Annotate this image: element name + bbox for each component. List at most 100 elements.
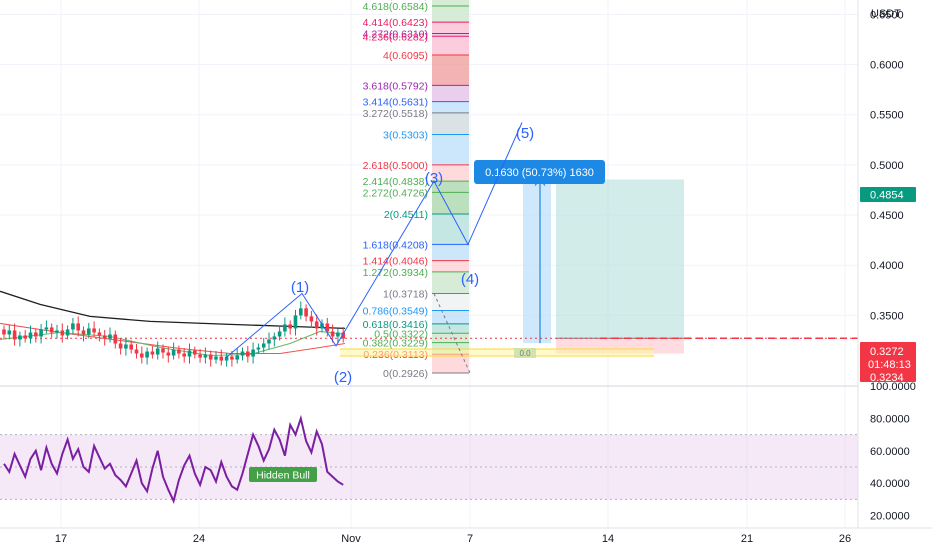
candle-body [49, 327, 54, 333]
candle-body [219, 356, 224, 361]
candle-body [246, 351, 250, 357]
fib-zone [432, 271, 469, 294]
fib-zone [432, 260, 469, 272]
fib-zone [432, 213, 469, 245]
candle-body [81, 330, 86, 335]
fib-zone [432, 112, 469, 135]
fib-zone [432, 244, 469, 261]
rsi-tick-label: 40.0000 [870, 478, 910, 490]
time-tick-label: 14 [602, 533, 614, 545]
rsi-line [3, 414, 344, 504]
fib-level-label: 0.618(0.3416) [363, 319, 428, 331]
price-tick-label: 0.6500 [870, 9, 904, 21]
price-tick-label: 0.5000 [870, 160, 904, 172]
lower-price-label: 0.3234 [870, 372, 904, 384]
elliott-wave-path [225, 122, 523, 358]
candle-body [55, 330, 59, 333]
time-tick-label: 21 [741, 533, 753, 545]
candle-body [198, 354, 202, 358]
current-price-label: 0.3272 [870, 346, 904, 358]
candle-body [267, 339, 271, 344]
candle-body [261, 343, 266, 348]
rsi-tick-label: 20.0000 [870, 511, 910, 523]
highlight-zone [340, 349, 654, 356]
fib-level-label: 3.272(0.5518) [363, 108, 428, 120]
fib-level-label: 1(0.3718) [383, 289, 428, 301]
fib-zone [432, 354, 469, 373]
fib-zone [432, 164, 469, 182]
candle-body [193, 350, 197, 355]
candle-body [230, 356, 234, 360]
small-box [514, 348, 536, 358]
fib-zone [432, 0, 469, 6]
fib-level-label: 2(0.4511) [384, 209, 428, 221]
hidden-bull-label: Hidden Bull [256, 470, 310, 482]
candle-body [314, 321, 319, 329]
rsi-tick-label: 80.0000 [870, 413, 910, 425]
fib-level-label: 3.618(0.5792) [363, 80, 428, 92]
fib-level-label: 1.272(0.3934) [363, 267, 428, 279]
candle-body [145, 351, 149, 358]
candle-body [283, 324, 287, 332]
target-zone [556, 179, 684, 339]
hidden-bull-badge [249, 467, 317, 482]
fib-level-label: 2.272(0.4726) [363, 187, 428, 199]
candle-body [129, 344, 133, 350]
fib-zone [432, 5, 469, 23]
wave-label-5: (5) [516, 125, 534, 142]
fib-trend-line [433, 293, 471, 374]
candle-body [134, 349, 139, 354]
candle-body [7, 330, 12, 335]
wave-label-3: (3) [425, 170, 443, 187]
fib-level-label: 4(0.6095) [383, 50, 428, 62]
candle-body [102, 335, 107, 339]
countdown-label: 01:48:13 [868, 359, 911, 371]
wave-label-4: (4) [461, 271, 479, 288]
fib-zone [432, 192, 469, 214]
fib-level-label: 2.618(0.5000) [363, 160, 428, 172]
fib-level-label: 4.272(0.6310) [363, 28, 428, 40]
fib-zone [432, 101, 469, 113]
candle-body [124, 344, 128, 349]
axis-currency: USDT [871, 8, 901, 20]
candle-body [2, 329, 6, 335]
candle-body [150, 351, 155, 355]
target-price-badge [860, 187, 916, 202]
candle-body [309, 316, 314, 322]
wave-label-2: (2) [334, 369, 352, 386]
candle-body [277, 331, 282, 337]
measure-box [523, 179, 551, 344]
candle-body [240, 351, 245, 356]
fib-level-label: 3(0.5303) [383, 129, 428, 141]
fib-zone [432, 22, 469, 34]
candle-body [28, 332, 33, 339]
candle-body [214, 356, 218, 360]
fib-level-label: 4.618(0.6584) [363, 1, 428, 13]
candle-body [341, 332, 345, 339]
fib-zone [432, 293, 469, 311]
fib-zone [432, 134, 469, 165]
candle-body [44, 327, 49, 330]
candle-body [330, 331, 335, 337]
candle-body [161, 348, 165, 353]
target-price-label: 0.4854 [870, 190, 904, 202]
time-tick-label: Nov [341, 533, 361, 545]
measure-label: 0.1630 (50.73%) 1630 [485, 167, 594, 179]
rsi-tick-label: 60.0000 [870, 446, 910, 458]
fib-zone [432, 323, 469, 334]
candle-body [166, 352, 171, 356]
candle-body [23, 335, 27, 339]
fib-level-label: 0.5(0.3322) [374, 328, 428, 340]
candle-body [288, 324, 292, 329]
candle-body [251, 349, 255, 357]
time-tick-label: 17 [55, 533, 67, 545]
candle-body [155, 348, 160, 355]
candle-body [140, 353, 144, 358]
candle-body [272, 336, 277, 340]
time-tick-label: 24 [193, 533, 205, 545]
fib-level-label: 0(0.2926) [383, 368, 428, 380]
fib-zone [432, 33, 469, 37]
fib-zone [432, 181, 469, 193]
